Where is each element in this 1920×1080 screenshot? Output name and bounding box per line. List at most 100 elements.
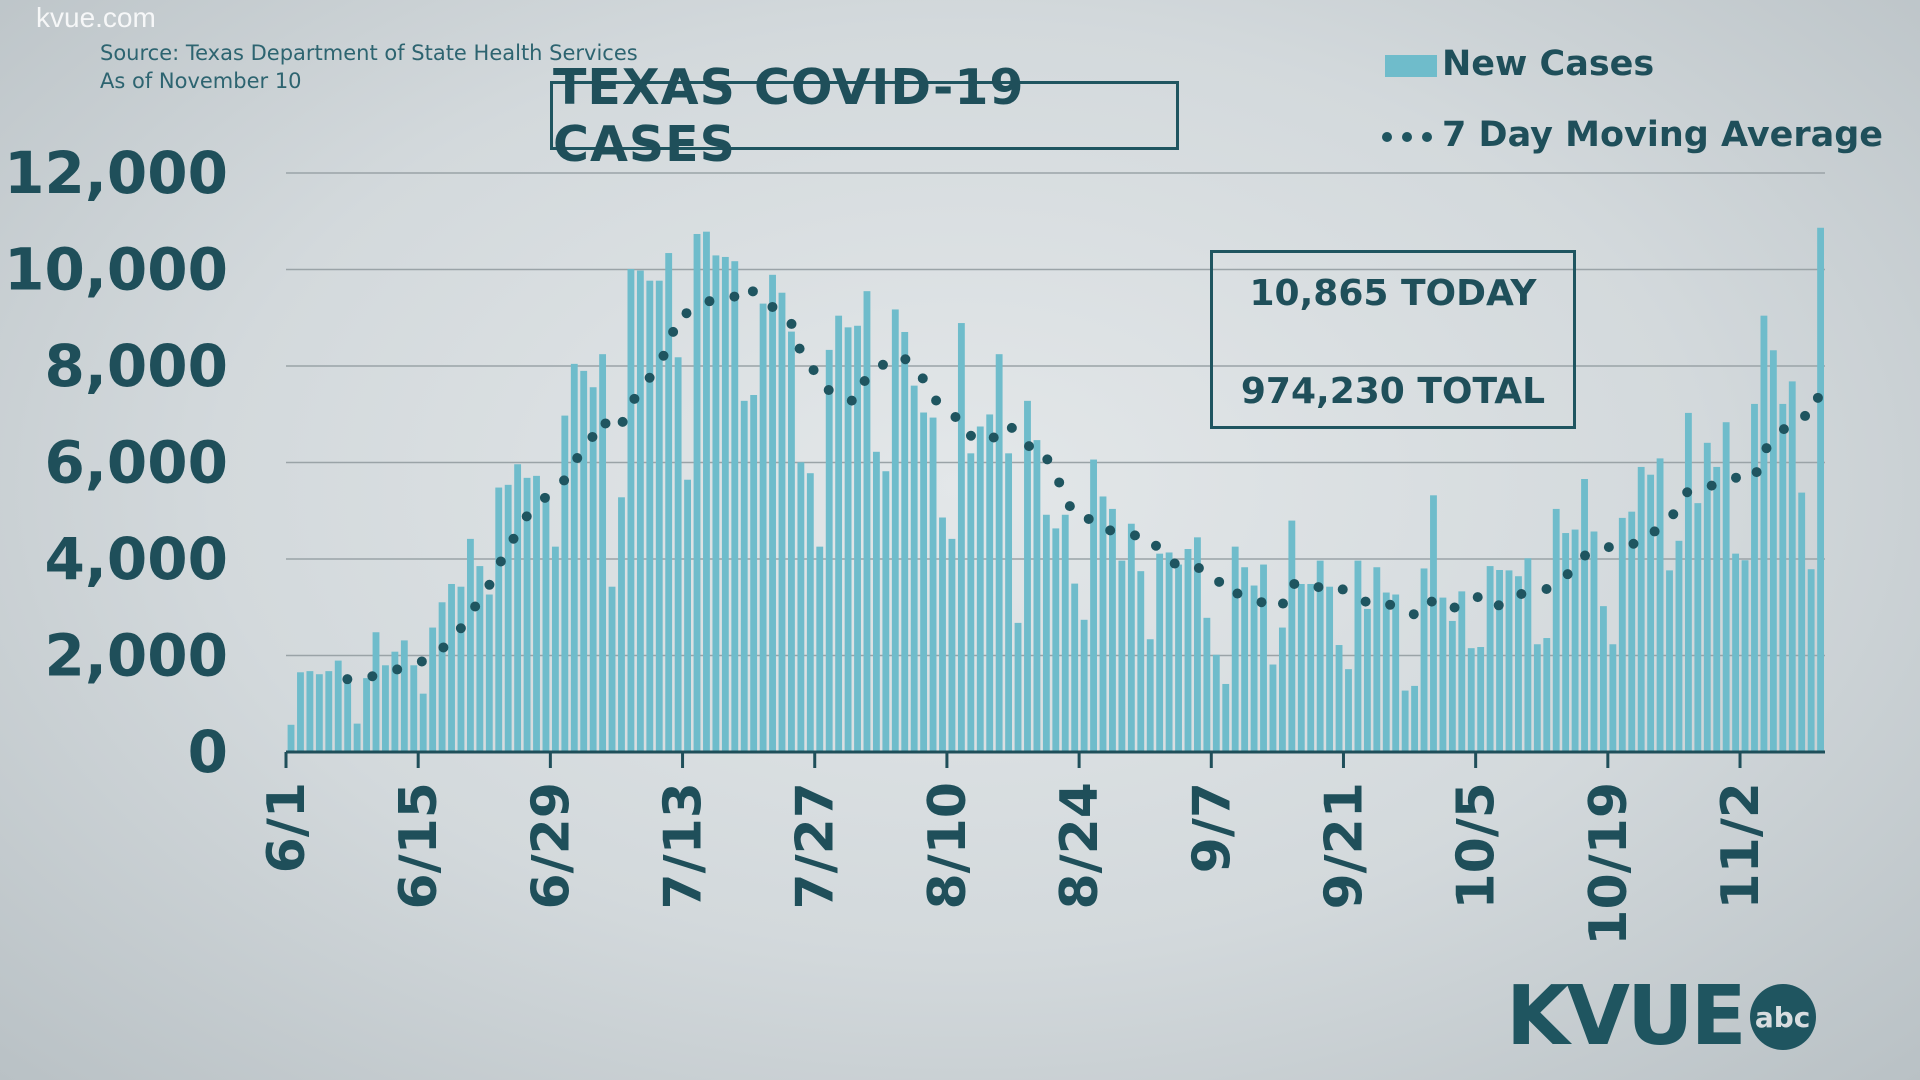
- bar-new-cases: [825, 349, 833, 752]
- bar-new-cases: [1609, 644, 1617, 752]
- x-tick-label: 11/2: [1711, 782, 1771, 910]
- bar-new-cases: [797, 462, 805, 752]
- bar-new-cases: [920, 412, 928, 752]
- bar-new-cases: [1212, 654, 1220, 752]
- bar-new-cases: [1467, 648, 1475, 752]
- x-tick-label: 10/19: [1579, 782, 1639, 946]
- bar-new-cases: [863, 291, 871, 752]
- bar-new-cases: [1250, 585, 1258, 752]
- kvue-watermark: kvue.com: [36, 2, 156, 33]
- bar-new-cases: [674, 357, 682, 752]
- bar-new-cases: [939, 517, 946, 752]
- bar-new-cases: [1656, 458, 1664, 752]
- bar-new-cases: [1146, 639, 1154, 752]
- bar-new-cases: [297, 672, 304, 752]
- total-count: 974,230 TOTAL: [1240, 371, 1546, 412]
- x-tick-label: 6/29: [521, 782, 581, 910]
- bar-new-cases: [693, 233, 701, 752]
- bar-new-cases: [599, 354, 607, 752]
- bar-new-cases: [504, 484, 512, 752]
- bar-new-cases: [1741, 560, 1749, 752]
- bar-new-cases: [1297, 583, 1305, 752]
- bar-new-cases: [1420, 568, 1428, 752]
- bar-new-cases: [901, 331, 909, 752]
- bar-new-cases: [344, 680, 352, 752]
- bar-new-cases: [1439, 597, 1447, 752]
- y-tick-label: 2,000: [45, 622, 228, 690]
- x-tick-label: 8/10: [918, 782, 978, 910]
- bar-new-cases: [523, 477, 531, 752]
- bar-new-cases: [1156, 553, 1164, 752]
- bar-new-cases: [429, 627, 437, 752]
- bar-new-cases: [1127, 523, 1135, 752]
- y-tick-label: 12,000: [4, 139, 228, 207]
- bar-new-cases: [1637, 466, 1645, 752]
- abc-logo-badge: abc: [1749, 984, 1816, 1050]
- bar-new-cases: [1278, 627, 1286, 752]
- bar-new-cases: [1260, 564, 1267, 752]
- bar-new-cases: [1618, 517, 1626, 752]
- x-tick-label: 9/21: [1314, 782, 1374, 910]
- bar-new-cases: [1184, 549, 1192, 752]
- y-tick-label: 4,000: [45, 525, 228, 593]
- bar-new-cases: [684, 479, 691, 752]
- bar-new-cases: [1760, 315, 1768, 752]
- bar-new-cases: [750, 394, 758, 752]
- bar-new-cases: [485, 594, 493, 752]
- bar-new-cases: [1751, 403, 1758, 752]
- bar-new-cases: [1411, 685, 1419, 752]
- bar-new-cases: [1354, 560, 1362, 752]
- kvue-logo-text: KVUE: [1506, 969, 1747, 1064]
- bar-new-cases: [353, 723, 361, 752]
- bar-new-cases: [514, 464, 522, 752]
- bar-new-cases: [1071, 583, 1079, 752]
- y-axis-labels: 0 2,000 4,000 6,000 8,000 10,000 12,000: [4, 139, 228, 786]
- bar-new-cases: [1014, 622, 1022, 752]
- bar-new-cases: [627, 269, 635, 752]
- y-tick-label: 0: [188, 718, 228, 786]
- bar-new-cases: [1496, 570, 1503, 752]
- bar-new-cases: [589, 387, 597, 752]
- bar-new-cases: [910, 385, 918, 752]
- bar-new-cases: [533, 475, 540, 752]
- bar-new-cases: [1694, 503, 1702, 752]
- y-tick-label: 10,000: [4, 236, 228, 304]
- bar-new-cases: [665, 253, 673, 752]
- bar-new-cases: [382, 665, 389, 752]
- bar-new-cases: [476, 566, 484, 752]
- bar-new-cases: [372, 632, 380, 752]
- bar-new-cases: [608, 586, 616, 752]
- bar-new-cases: [1118, 560, 1126, 752]
- bar-new-cases: [740, 400, 748, 752]
- bar-new-cases: [929, 417, 937, 752]
- bar-new-cases: [1524, 558, 1532, 752]
- bar-new-cases: [967, 453, 975, 752]
- totals-box: 10,865 TODAY 974,230 TOTAL: [1210, 250, 1576, 429]
- bar-new-cases: [721, 256, 729, 752]
- today-count: 10,865 TODAY: [1249, 273, 1537, 314]
- bar-new-cases: [655, 280, 663, 752]
- moving-average-dotted-line: [342, 283, 1826, 685]
- bar-new-cases: [986, 414, 994, 752]
- bar-new-cases: [1628, 511, 1636, 752]
- bar-new-cases: [731, 261, 739, 752]
- bar-new-cases: [1515, 576, 1522, 752]
- bar-new-cases: [1477, 647, 1485, 752]
- bar-new-cases: [1042, 514, 1050, 752]
- bar-new-cases: [391, 651, 399, 752]
- bar-new-cases: [1326, 586, 1334, 752]
- bar-new-cases: [315, 674, 323, 752]
- bar-new-cases: [1052, 528, 1060, 752]
- bar-new-cases: [580, 370, 588, 752]
- bar-new-cases: [1373, 567, 1381, 752]
- bar-new-cases: [1363, 608, 1371, 752]
- as-of-date: As of November 10: [100, 69, 302, 93]
- bar-new-cases: [948, 538, 956, 752]
- bar-new-cases: [1599, 606, 1607, 752]
- bar-new-cases: [1033, 440, 1041, 752]
- bar-new-cases: [363, 678, 370, 752]
- bar-new-cases: [1401, 690, 1409, 752]
- bar-new-cases: [1713, 466, 1721, 752]
- bar-new-cases: [703, 231, 710, 752]
